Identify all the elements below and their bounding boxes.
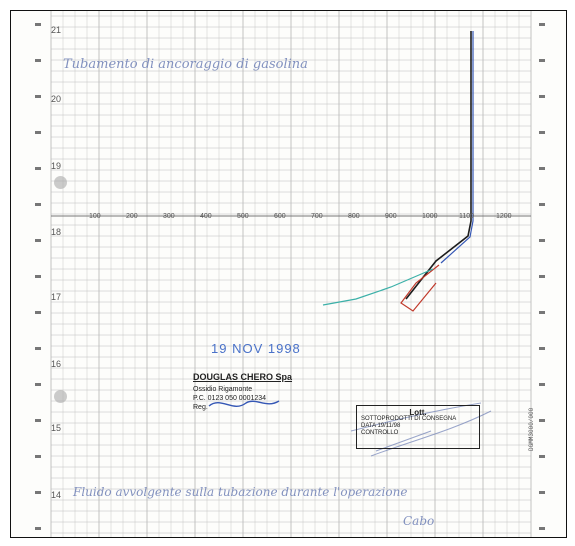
scale-label: 800 [348,213,360,220]
sprocket-hole [35,491,41,494]
row-number-14: 14 [51,490,62,500]
sprocket-hole [539,167,545,170]
grid-lines [50,11,532,537]
sprocket-hole [35,23,41,26]
scale-label: 900 [385,213,397,220]
sprocket-hole [35,131,41,134]
sprocket-hole [35,383,41,386]
company-name: DOUGLAS CHERO Spa [193,372,293,382]
row-number-15: 15 [51,423,62,433]
scale-label: 200 [126,213,138,220]
sprocket-hole [35,419,41,422]
row-number-16: 16 [51,359,62,369]
teal-trace [322,268,434,306]
sprocket-hole [539,491,545,494]
company-line-3: Reg. [193,404,208,411]
sprocket-hole [539,383,545,386]
date-stamp: 19 NOV 1998 [211,341,301,356]
row-number-20: 20 [51,94,62,104]
scale-label: 1100 [459,213,475,220]
row-number-17: 17 [51,292,62,302]
sprocket-hole [35,455,41,458]
row-number-18: 18 [51,227,62,237]
company-line-2: P.C. 0123 050 0001234 [193,395,267,402]
box-stamp-line-3: CONTROLLO [361,430,399,436]
scale-label: 400 [200,213,212,220]
company-line-1: Ossidio Rigamonte [193,386,253,393]
box-stamp-header: Lott. [409,408,427,417]
bottom-handwritten-note: Fluido avvolgente sulla tubazione durant… [73,485,408,499]
scale-label: 300 [163,213,175,220]
sprocket-hole [539,347,545,350]
red-trace [400,264,440,312]
sprocket-hole [539,23,545,26]
sprocket-hole [35,527,41,530]
scale-label: 1000 [422,213,438,220]
sprocket-hole [35,203,41,206]
sprocket-hole [35,59,41,62]
sprocket-hole [539,311,545,314]
scale-label: 1200 [496,213,512,220]
inspection-box-stamp: Lott. SOTTOPRODOTTI DI CONSEGNA DATA 19/… [356,405,480,449]
top-handwritten-note: Tubamento di ancoraggio di gasolina [63,57,308,72]
chart-paper: 21 20 19 18 17 16 15 14 100 200 300 400 500 6… [10,10,567,538]
row-number-21: 21 [51,25,62,35]
sprocket-hole [539,239,545,242]
sprocket-hole [539,59,545,62]
black-trace [405,31,472,300]
signature-text: Cabo [403,514,435,528]
sprocket-hole [539,527,545,530]
row-number-19: 19 [51,161,62,171]
sprocket-hole [35,239,41,242]
scale-label: 100 [89,213,101,220]
box-stamp-line-2: DATA 19/11/98 [361,423,401,429]
blue-trace [440,31,474,264]
scale-label: 500 [237,213,249,220]
punch-hole-2 [54,390,67,403]
sprocket-holes [35,23,545,530]
sprocket-hole [539,203,545,206]
sprocket-hole [35,347,41,350]
sprocket-hole [539,131,545,134]
recording-chart [35,11,545,537]
sprocket-hole [539,419,545,422]
sprocket-hole [539,275,545,278]
sprocket-hole [35,95,41,98]
scale-label: 600 [274,213,286,220]
sprocket-hole [35,167,41,170]
box-stamp-line-1: SOTTOPRODOTTI DI CONSEGNA [361,416,457,422]
scale-label: 700 [311,213,323,220]
company-stamp: DOUGLAS CHERO Spa Ossidio Rigamonte P.C.… [193,373,313,412]
vertical-serial-code: DGMM3000/000 [528,407,535,451]
sprocket-hole [539,95,545,98]
sprocket-hole [35,275,41,278]
sprocket-hole [35,311,41,314]
sprocket-hole [539,455,545,458]
signature-mark [208,400,280,407]
punch-hole-1 [54,176,67,189]
